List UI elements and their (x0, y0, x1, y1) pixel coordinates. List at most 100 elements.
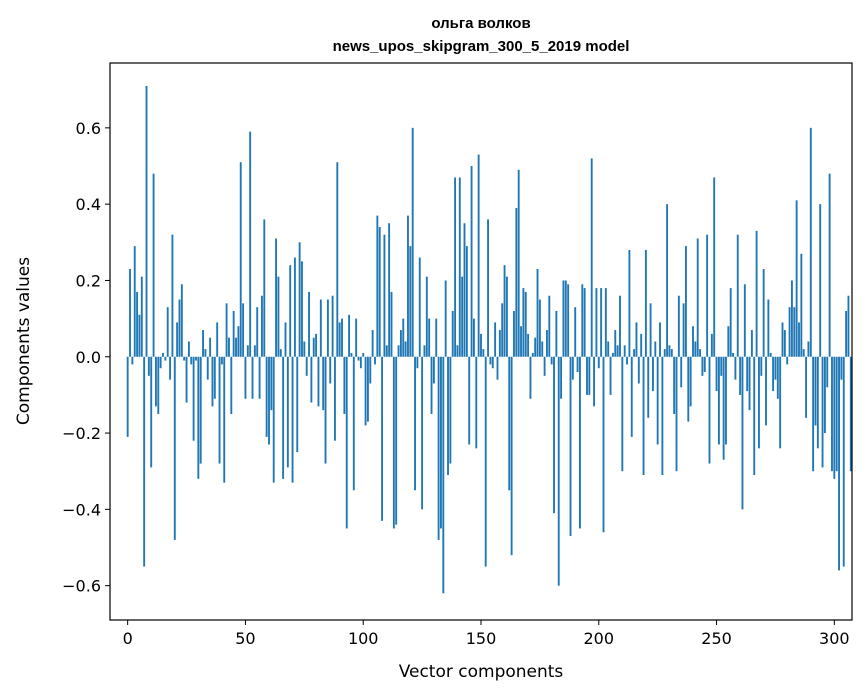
bar-58 (263, 219, 266, 357)
bar-172 (531, 352, 534, 357)
bar-234 (677, 295, 680, 357)
x-tick-label-5: 250 (701, 629, 732, 648)
bar-151 (482, 349, 485, 357)
bar-250 (715, 356, 718, 392)
bar-116 (399, 330, 402, 357)
bar-299 (831, 356, 833, 472)
bar-236 (682, 303, 685, 357)
bar-233 (675, 356, 678, 472)
bar-9 (147, 356, 150, 376)
bar-286 (800, 253, 803, 357)
x-tick-label-1: 50 (235, 629, 255, 648)
bar-126 (423, 345, 426, 357)
bar-53 (251, 356, 254, 399)
bar-221 (647, 356, 650, 418)
bar-130 (432, 356, 435, 384)
bar-301 (835, 356, 838, 472)
bar-65 (279, 349, 282, 357)
bar-255 (727, 326, 730, 357)
bar-34 (206, 356, 209, 380)
bar-64 (277, 276, 280, 357)
bar-224 (654, 341, 657, 357)
bar-110 (385, 345, 388, 357)
bar-63 (275, 238, 277, 357)
bar-56 (258, 356, 261, 399)
bar-123 (416, 356, 419, 369)
bar-193 (581, 284, 584, 357)
bar-147 (472, 318, 475, 357)
bar-3 (133, 246, 136, 357)
bar-32 (202, 330, 204, 357)
bar-13 (157, 356, 160, 414)
bar-218 (640, 333, 643, 357)
bar-143 (463, 223, 466, 357)
bar-31 (199, 356, 202, 464)
bar-217 (637, 356, 640, 384)
bar-171 (529, 356, 532, 399)
bar-210 (621, 356, 624, 472)
bar-168 (522, 288, 525, 357)
bar-269 (760, 356, 763, 376)
y-axis-ticks: −0.6 −0.4 −0.2 0.0 0.2 0.4 0.6 (62, 119, 110, 596)
bar-165 (515, 207, 518, 357)
bar-97 (355, 318, 358, 357)
bar-134 (442, 356, 445, 594)
bar-162 (508, 356, 511, 491)
bar-29 (195, 356, 197, 361)
bar-133 (440, 356, 442, 529)
bar-136 (447, 356, 449, 476)
bar-220 (644, 249, 647, 357)
bar-194 (583, 288, 586, 357)
chart-title-line1: ольга волков (431, 15, 530, 32)
bar-244 (701, 356, 704, 376)
bar-237 (684, 246, 687, 357)
bar-33 (204, 349, 207, 357)
bar-303 (840, 356, 843, 380)
bar-119 (407, 215, 409, 357)
bar-203 (604, 288, 607, 357)
bar-268 (758, 356, 760, 449)
bar-114 (395, 356, 398, 525)
bar-60 (268, 356, 270, 445)
bar-215 (633, 349, 636, 357)
bars-group (126, 85, 852, 594)
bar-17 (166, 307, 169, 357)
x-tick-label-4: 200 (584, 629, 615, 648)
bar-246 (706, 234, 709, 357)
bar-26 (187, 341, 190, 357)
bar-206 (611, 352, 614, 357)
bar-0 (126, 356, 129, 437)
bar-186 (564, 280, 567, 357)
bar-70 (291, 356, 294, 483)
bar-118 (404, 341, 407, 357)
bar-154 (489, 356, 492, 365)
bar-144 (465, 246, 468, 357)
bar-36 (211, 356, 214, 407)
bar-138 (451, 310, 454, 357)
bar-202 (602, 356, 605, 533)
bar-266 (753, 356, 756, 476)
bar-284 (795, 200, 798, 357)
bar-191 (576, 356, 579, 373)
bar-50 (244, 356, 247, 399)
x-axis-label: Vector components (399, 662, 564, 682)
bar-113 (392, 356, 395, 529)
bar-190 (574, 307, 577, 357)
bar-2 (131, 356, 134, 365)
bar-170 (527, 333, 530, 357)
bar-235 (680, 356, 683, 388)
bar-40 (220, 356, 223, 365)
bar-83 (322, 356, 325, 411)
bar-30 (197, 356, 200, 479)
bar-122 (414, 356, 416, 491)
bar-287 (802, 349, 805, 357)
bar-120 (409, 246, 412, 357)
bar-253 (722, 356, 725, 460)
bar-86 (329, 356, 332, 384)
bar-304 (842, 356, 845, 567)
bar-178 (546, 330, 548, 357)
bar-48 (239, 162, 242, 357)
bar-260 (739, 356, 742, 395)
bar-19 (171, 234, 174, 357)
bar-199 (595, 288, 598, 357)
